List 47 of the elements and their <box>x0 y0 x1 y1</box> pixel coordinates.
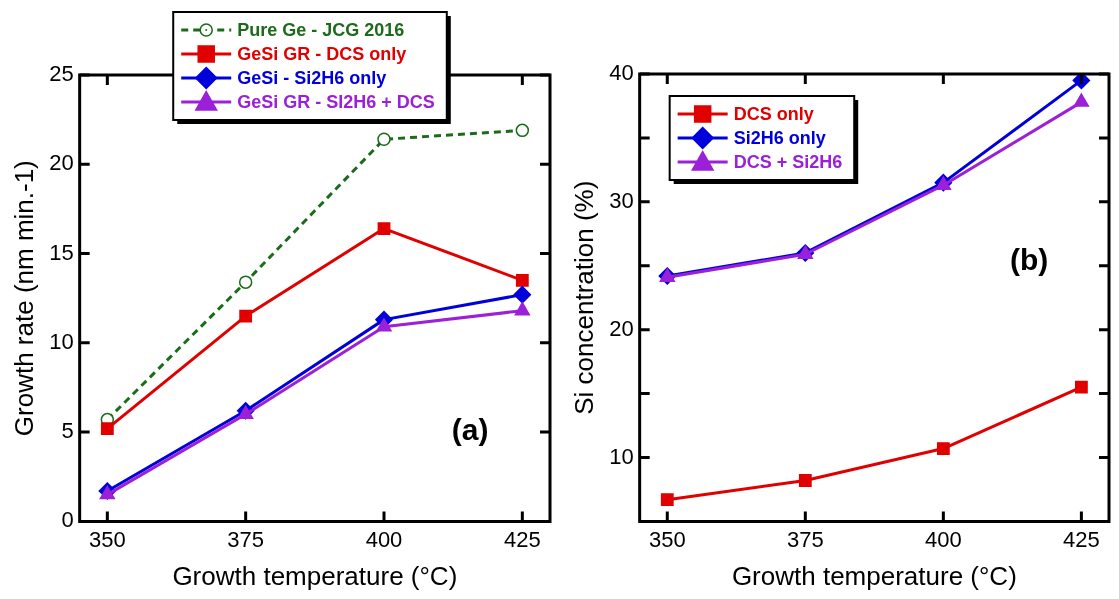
y-tick-label: 5 <box>61 418 74 444</box>
y-axis-title: Si concentration (%) <box>568 180 599 415</box>
point <box>515 273 529 287</box>
legend-label: Si2H6 only <box>733 127 826 148</box>
annotation: (b) <box>1010 243 1049 277</box>
y-tick-label: 10 <box>49 328 74 354</box>
point <box>798 474 812 487</box>
y-tick-label: 15 <box>49 239 74 265</box>
y-tick-label: 0 <box>61 507 74 533</box>
x-tick-label: 400 <box>924 526 962 552</box>
legend-label: DCS + Si2H6 <box>733 151 843 172</box>
point <box>237 405 254 420</box>
legend-label: GeSi GR - SI2H6 + DCS <box>237 91 435 112</box>
point <box>238 275 253 289</box>
y-tick-label: 20 <box>609 315 634 341</box>
legend-label: Pure Ge - JCG 2016 <box>237 19 405 40</box>
legend-label: GeSi - Si2H6 only <box>237 67 387 88</box>
point <box>1074 380 1088 394</box>
annotation: (a) <box>451 413 489 447</box>
point <box>239 309 253 323</box>
y-tick-label: 20 <box>49 150 74 176</box>
x-tick-label: 375 <box>227 526 265 552</box>
point <box>377 222 391 235</box>
x-tick-label: 350 <box>88 526 126 552</box>
point <box>514 301 531 316</box>
y-tick-label: 10 <box>609 443 634 469</box>
x-axis-title: Growth temperature (°C) <box>731 560 1017 591</box>
y-tick-label: 25 <box>49 61 74 87</box>
point <box>515 123 530 138</box>
point <box>660 493 674 507</box>
point <box>1073 93 1090 107</box>
x-axis-title: Growth temperature (°C) <box>172 560 458 591</box>
point <box>513 285 532 304</box>
x-tick-label: 425 <box>503 526 541 552</box>
x-tick-label: 375 <box>786 526 824 552</box>
x-tick-label: 400 <box>365 526 403 552</box>
point <box>377 132 391 147</box>
point <box>936 442 950 455</box>
legend-label: DCS only <box>733 103 814 124</box>
y-tick-label: 40 <box>609 60 634 86</box>
point <box>100 422 114 435</box>
x-tick-label: 350 <box>648 526 686 552</box>
x-tick-label: 425 <box>1063 526 1100 552</box>
point <box>376 318 392 332</box>
y-tick-label: 30 <box>609 187 634 213</box>
y-axis-title: Growth rate (nm min.-1) <box>8 160 39 437</box>
legend-label: GeSi GR - DCS only <box>237 43 407 64</box>
